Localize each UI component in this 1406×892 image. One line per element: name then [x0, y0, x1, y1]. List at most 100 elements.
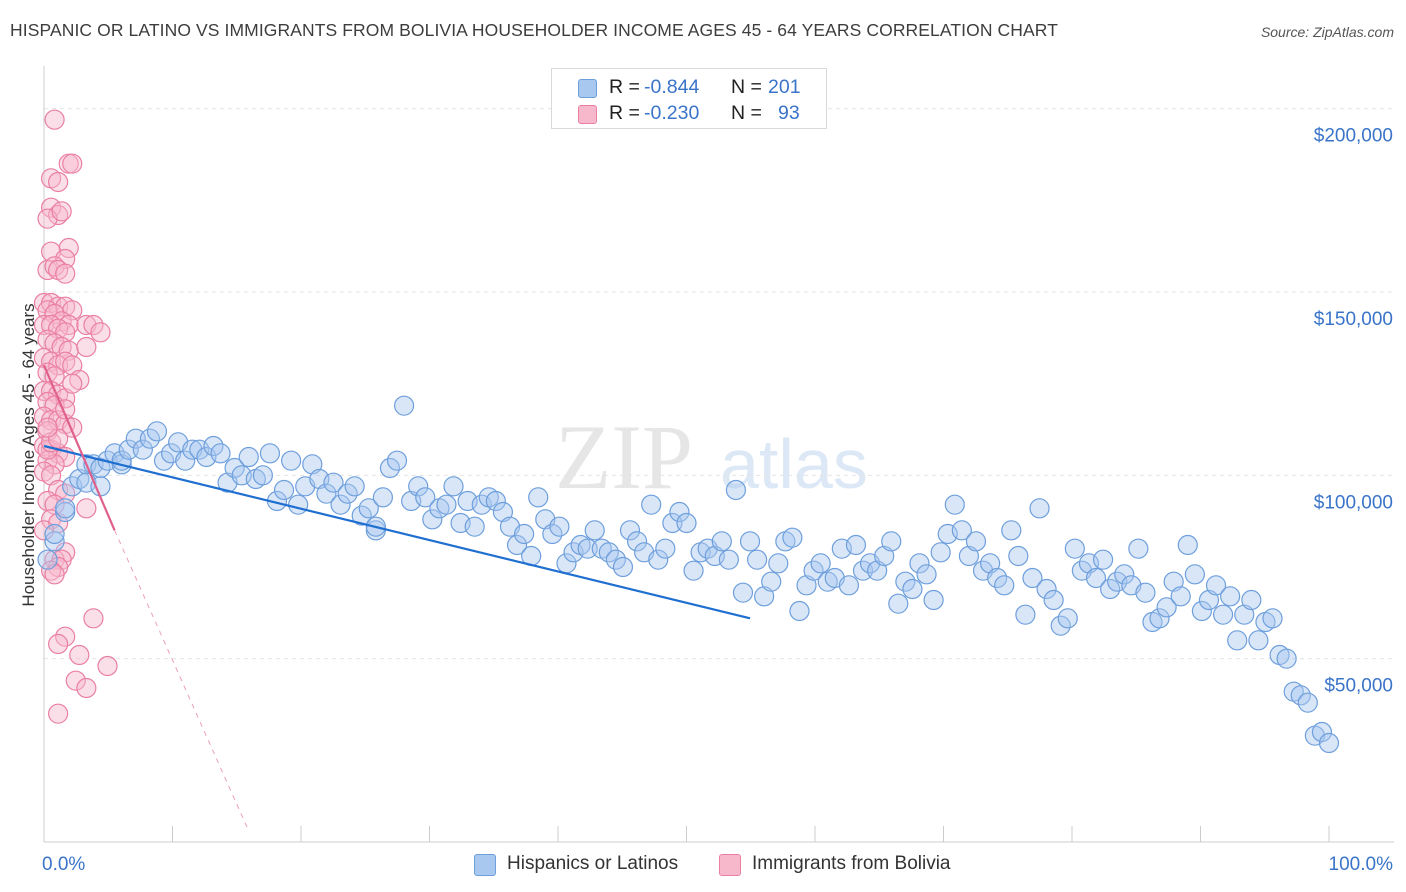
- legend-r-value: -0.844: [644, 76, 700, 98]
- hispanic-point: [1149, 608, 1170, 629]
- y-tick-label: $50,000: [1324, 676, 1393, 697]
- bolivia-point: [97, 655, 118, 677]
- hispanic-point: [1318, 732, 1340, 754]
- hispanic-point: [754, 586, 775, 607]
- hispanic-point: [408, 476, 429, 497]
- hispanic-point: [464, 516, 485, 537]
- hispanic-point: [895, 571, 916, 592]
- bottom-legend-label: Immigrants from Bolivia: [752, 853, 951, 874]
- hispanic-point: [1276, 648, 1297, 669]
- hispanic-point: [281, 450, 302, 471]
- hispanic-point: [739, 531, 761, 552]
- hispanic-point: [1050, 615, 1071, 636]
- hispanic-point: [1036, 578, 1057, 600]
- y-tick-label: $100,000: [1314, 492, 1393, 513]
- hispanic-point: [1234, 604, 1255, 625]
- hispanic-point: [139, 428, 161, 449]
- bolivia-point: [48, 171, 69, 193]
- hispanic-point: [867, 560, 888, 581]
- bolivia-point: [51, 201, 72, 222]
- bolivia-point: [48, 703, 69, 724]
- hispanic-point: [1008, 545, 1029, 567]
- legend-row-bolivia: R = -0.230 N = 93: [552, 101, 826, 127]
- hispanic-point: [146, 421, 168, 442]
- hispanic-point: [259, 443, 281, 464]
- hispanic-point: [725, 479, 747, 501]
- hispanic-point: [393, 395, 415, 416]
- watermark: ZIP atlas: [555, 406, 868, 508]
- hispanic-point: [732, 582, 754, 603]
- hispanic-point: [379, 457, 401, 479]
- hispanic-point: [768, 553, 789, 574]
- bolivia-point: [55, 248, 76, 270]
- hispanic-point: [619, 520, 641, 541]
- hispanic-point: [1163, 571, 1184, 592]
- bolivia-point: [83, 608, 104, 629]
- bolivia-point: [48, 204, 69, 226]
- hispanic-point: [386, 450, 408, 471]
- hispanic-point: [1184, 564, 1205, 585]
- hispanic-point: [803, 560, 824, 581]
- hispanic-point: [316, 483, 337, 504]
- hispanic-point: [203, 435, 224, 457]
- hispanic-point: [514, 523, 535, 545]
- legend-row-hispanic: R = -0.844 N = 201: [552, 75, 826, 101]
- hispanic-point: [549, 516, 570, 537]
- hispanic-point: [761, 571, 782, 592]
- legend-r-value: -0.230: [644, 102, 700, 124]
- bolivia-point: [55, 626, 76, 647]
- hispanic-point: [1241, 589, 1262, 611]
- swatch-blue: [474, 854, 496, 876]
- legend-n-value: 93: [778, 102, 800, 124]
- hispanic-point: [1015, 604, 1036, 625]
- hispanic-point: [1156, 597, 1177, 618]
- hispanic-point: [598, 542, 619, 563]
- hispanic-point: [1022, 567, 1043, 589]
- hispanic-point: [838, 575, 859, 596]
- hispanic-point: [612, 556, 634, 578]
- bolivia-point: [65, 670, 86, 691]
- bolivia-point: [76, 498, 97, 519]
- bolivia-point: [40, 560, 62, 581]
- hispanic-point: [55, 498, 76, 519]
- bolivia-point: [55, 483, 76, 504]
- hispanic-point: [1220, 586, 1241, 607]
- x-tick-label-min: 0.0%: [42, 854, 85, 875]
- watermark-atlas: atlas: [720, 425, 868, 503]
- hispanic-point: [358, 498, 379, 519]
- hispanic-point: [37, 549, 58, 570]
- hispanic-point: [1064, 538, 1085, 559]
- hispanic-point: [1290, 685, 1311, 706]
- hispanic-point: [415, 487, 436, 508]
- hispanic-point: [1198, 589, 1220, 611]
- hispanic-point: [372, 487, 394, 508]
- hispanic-point: [845, 534, 867, 556]
- bolivia-point: [48, 428, 69, 449]
- hispanic-point: [238, 446, 259, 468]
- hispanic-point: [485, 490, 506, 512]
- hispanic-point: [718, 549, 739, 570]
- correlation-legend: R = -0.844 N = 201 R = -0.230 N = 93: [551, 68, 827, 129]
- hispanic-point: [655, 538, 676, 559]
- hispanic-point: [132, 439, 153, 460]
- hispanic-point: [1262, 608, 1283, 629]
- hispanic-point: [528, 487, 549, 508]
- hispanic-point: [669, 501, 690, 523]
- legend-r-label: R =: [609, 102, 640, 124]
- bolivia-point: [90, 322, 111, 343]
- hispanic-point: [1029, 498, 1050, 519]
- hispanic-point: [344, 476, 365, 497]
- hispanic-point: [958, 545, 980, 567]
- hispanic-point: [852, 560, 874, 581]
- hispanic-point: [747, 549, 768, 570]
- hispanic-point: [888, 593, 909, 614]
- hispanic-point: [210, 443, 231, 464]
- hispanic-point: [1100, 578, 1121, 600]
- y-tick-label: $150,000: [1314, 309, 1393, 330]
- bolivia-points: [33, 109, 118, 724]
- legend-n-label: N =: [731, 102, 762, 124]
- hispanic-point: [1227, 630, 1248, 651]
- bolivia-point: [69, 644, 90, 666]
- bolivia-point: [44, 564, 65, 585]
- hispanic-point: [1043, 589, 1064, 611]
